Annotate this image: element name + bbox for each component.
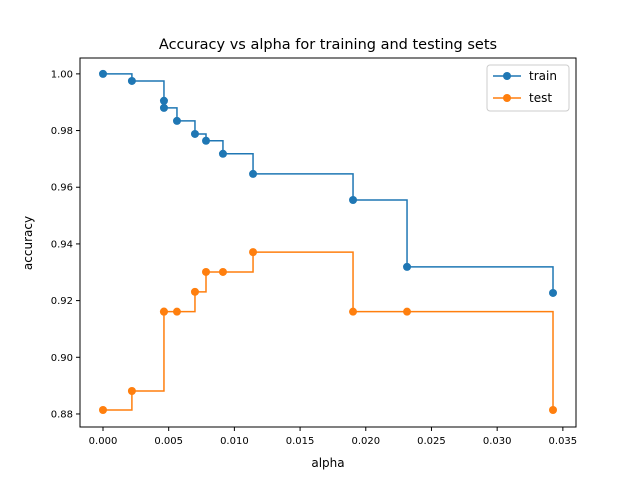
series-line-test — [102, 251, 554, 411]
data-point-train — [202, 136, 211, 145]
legend: train test — [486, 64, 570, 112]
data-point-train — [549, 288, 558, 297]
legend-marker-train — [503, 72, 511, 80]
data-point-train — [172, 116, 181, 125]
data-point-test — [202, 267, 211, 276]
legend-marker-test — [503, 94, 511, 102]
x-tick-label: 0.020 — [351, 436, 380, 447]
y-axis-label: accuracy — [21, 216, 35, 270]
data-point-test — [98, 405, 107, 414]
y-tick-label: 0.92 — [51, 296, 73, 307]
legend-label-test: test — [529, 91, 552, 105]
data-point-test — [159, 307, 168, 316]
data-point-train — [159, 96, 168, 105]
series-line-train — [102, 73, 554, 293]
data-point-train — [190, 129, 199, 138]
data-point-test — [172, 307, 181, 316]
data-point-test — [249, 248, 258, 257]
legend-label-train: train — [529, 69, 557, 83]
data-point-train — [349, 195, 358, 204]
data-point-test — [349, 307, 358, 316]
data-point-train — [159, 103, 168, 112]
x-tick-label: 0.025 — [417, 436, 446, 447]
y-tick-label: 0.88 — [51, 409, 73, 420]
y-tick-label: 0.98 — [51, 126, 73, 137]
x-tick-label: 0.010 — [220, 436, 249, 447]
data-point-test — [190, 287, 199, 296]
x-tick-label: 0.000 — [89, 436, 118, 447]
data-point-train — [98, 69, 107, 78]
x-tick-label: 0.005 — [154, 436, 183, 447]
data-point-test — [127, 387, 136, 396]
data-point-train — [403, 262, 412, 271]
data-point-test — [403, 307, 412, 316]
data-point-train — [249, 169, 258, 178]
axes-frame — [79, 57, 577, 428]
y-tick-label: 0.94 — [51, 239, 73, 250]
y-tick-label: 0.90 — [51, 353, 73, 364]
data-point-test — [218, 267, 227, 276]
chart-title: Accuracy vs alpha for training and testi… — [159, 37, 497, 53]
data-point-train — [218, 149, 227, 158]
data-point-test — [549, 405, 558, 414]
x-tick-label: 0.035 — [549, 436, 578, 447]
x-tick-label: 0.030 — [483, 436, 512, 447]
x-axis-label: alpha — [311, 456, 344, 470]
y-tick-label: 0.96 — [51, 183, 73, 194]
data-point-train — [127, 76, 136, 85]
y-tick-label: 1.00 — [51, 69, 73, 80]
x-tick-label: 0.015 — [286, 436, 315, 447]
